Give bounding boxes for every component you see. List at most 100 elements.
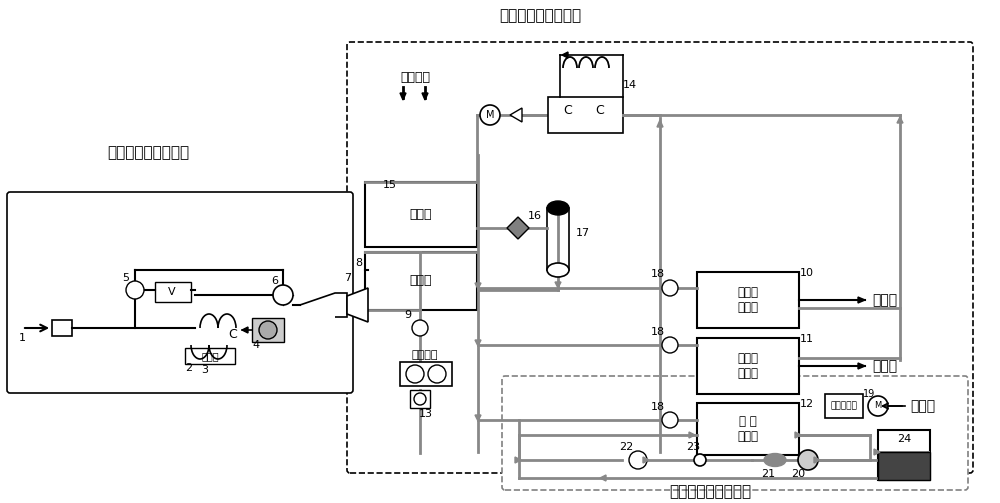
Polygon shape: [507, 217, 529, 239]
Text: 18: 18: [651, 402, 665, 412]
Polygon shape: [475, 283, 481, 289]
Circle shape: [662, 412, 678, 428]
Polygon shape: [795, 432, 801, 438]
Circle shape: [868, 396, 888, 416]
Text: 13: 13: [419, 409, 433, 419]
Text: 8: 8: [355, 258, 362, 268]
Text: 7: 7: [344, 273, 352, 283]
Circle shape: [406, 365, 424, 383]
Text: 19: 19: [863, 389, 875, 399]
Polygon shape: [657, 120, 663, 127]
Text: 液 冷
蒸发器: 液 冷 蒸发器: [738, 415, 759, 443]
Text: 6: 6: [272, 276, 278, 286]
Circle shape: [273, 285, 293, 305]
Text: 驾驶舱
蒸发器: 驾驶舱 蒸发器: [738, 286, 759, 314]
Text: 21: 21: [761, 469, 775, 479]
Polygon shape: [515, 457, 521, 463]
Text: 14: 14: [623, 80, 637, 90]
Text: 22: 22: [619, 442, 633, 452]
Bar: [185, 348, 235, 364]
Polygon shape: [814, 457, 820, 463]
Bar: [365, 182, 477, 247]
Bar: [825, 394, 863, 418]
Text: C: C: [229, 328, 237, 342]
Bar: [548, 97, 623, 133]
Text: 5: 5: [122, 273, 130, 283]
Text: 作动器: 作动器: [201, 351, 219, 361]
Text: 17: 17: [576, 228, 590, 238]
Circle shape: [259, 321, 277, 339]
Bar: [252, 318, 284, 342]
Polygon shape: [475, 340, 481, 346]
Polygon shape: [643, 457, 649, 463]
Polygon shape: [242, 327, 248, 333]
Bar: [697, 338, 799, 394]
Bar: [155, 282, 191, 302]
Text: 电动风扇: 电动风扇: [412, 350, 438, 360]
Text: 18: 18: [651, 269, 665, 279]
Polygon shape: [858, 297, 865, 303]
Circle shape: [798, 450, 818, 470]
Text: 23: 23: [686, 442, 700, 452]
Circle shape: [662, 280, 678, 296]
Text: 12: 12: [800, 399, 814, 409]
Polygon shape: [510, 108, 522, 122]
Bar: [878, 430, 930, 480]
Text: M: M: [874, 401, 882, 410]
FancyBboxPatch shape: [7, 192, 353, 393]
Text: 乘客舱
蒸发器: 乘客舱 蒸发器: [738, 352, 759, 380]
Text: 再循环风扇: 再循环风扇: [831, 401, 857, 410]
Text: 冷凝器: 冷凝器: [410, 208, 432, 220]
Text: 乘客舱: 乘客舱: [872, 359, 897, 373]
Circle shape: [126, 281, 144, 299]
Circle shape: [694, 454, 706, 466]
Text: C: C: [564, 104, 572, 117]
Bar: [697, 403, 799, 455]
Polygon shape: [689, 432, 695, 438]
Text: 冲压空气: 冲压空气: [400, 70, 430, 83]
Text: 驾驶舱: 驾驶舱: [872, 293, 897, 307]
Polygon shape: [874, 449, 880, 455]
Text: 液体循环冷却子系统: 液体循环冷却子系统: [669, 484, 751, 499]
Polygon shape: [475, 415, 481, 421]
Ellipse shape: [764, 454, 786, 466]
Bar: [365, 252, 477, 310]
Text: 18: 18: [651, 327, 665, 337]
Polygon shape: [555, 282, 561, 288]
Circle shape: [428, 365, 446, 383]
FancyBboxPatch shape: [502, 376, 968, 490]
Bar: [52, 320, 72, 336]
Bar: [697, 272, 799, 328]
Text: 20: 20: [791, 469, 805, 479]
Circle shape: [480, 105, 500, 125]
Text: 9: 9: [404, 310, 412, 320]
Text: M: M: [486, 110, 494, 120]
Text: 电动增压气源子系统: 电动增压气源子系统: [107, 145, 189, 160]
Text: 散热器: 散热器: [410, 275, 432, 288]
Text: 1: 1: [18, 333, 26, 343]
Polygon shape: [347, 288, 368, 322]
Circle shape: [662, 337, 678, 353]
Polygon shape: [422, 93, 428, 100]
Text: 10: 10: [800, 268, 814, 278]
Bar: [547, 208, 569, 270]
Text: 乘客舱: 乘客舱: [910, 399, 935, 413]
Polygon shape: [562, 52, 568, 58]
Ellipse shape: [547, 201, 569, 215]
Ellipse shape: [547, 263, 569, 277]
FancyBboxPatch shape: [347, 42, 973, 473]
Text: C: C: [596, 104, 604, 117]
Polygon shape: [600, 475, 606, 481]
Text: 11: 11: [800, 334, 814, 344]
Polygon shape: [858, 363, 865, 369]
Text: 15: 15: [383, 180, 397, 190]
Circle shape: [412, 320, 428, 336]
Text: 2: 2: [185, 363, 192, 373]
Text: 16: 16: [528, 211, 542, 221]
Circle shape: [629, 451, 647, 469]
Polygon shape: [897, 117, 903, 123]
Text: 24: 24: [897, 434, 911, 444]
Text: V: V: [168, 287, 176, 297]
Bar: [400, 362, 452, 386]
Text: 4: 4: [252, 340, 259, 350]
